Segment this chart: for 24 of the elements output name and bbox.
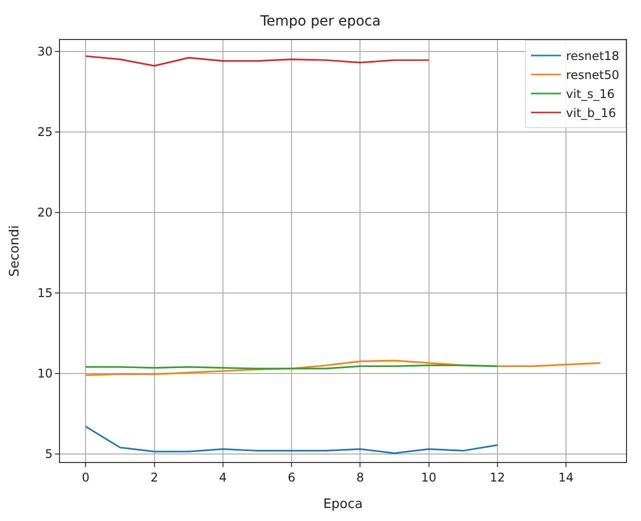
x-tick-label: 0 <box>82 470 90 484</box>
y-axis-title: Secondi <box>7 225 22 277</box>
y-tick-label: 10 <box>37 366 53 381</box>
x-axis-title: Epoca <box>323 497 363 512</box>
x-tick-label: 12 <box>490 470 505 484</box>
y-tick-label: 30 <box>37 44 53 58</box>
x-tick-label: 10 <box>421 470 436 484</box>
y-tick-label: 20 <box>37 206 53 220</box>
line-series <box>84 55 430 67</box>
legend-label: vit_s_16 <box>566 87 615 102</box>
legend-label: resnet18 <box>566 49 620 64</box>
x-tick-label: 2 <box>150 470 158 484</box>
legend-label: vit_b_16 <box>566 106 616 120</box>
legend-label: resnet50 <box>566 68 620 82</box>
chart-title: Tempo per epoca <box>259 13 381 30</box>
y-tick-label: 25 <box>37 125 53 140</box>
x-tick-label: 14 <box>558 470 574 484</box>
x-tick-label: 8 <box>356 470 364 484</box>
x-tick-label: 4 <box>219 470 227 484</box>
line-series <box>84 360 602 376</box>
y-tick-label: 15 <box>37 286 53 300</box>
line-series <box>84 426 498 454</box>
y-tick-label: 5 <box>44 447 53 462</box>
x-tick-label: 6 <box>288 470 296 484</box>
